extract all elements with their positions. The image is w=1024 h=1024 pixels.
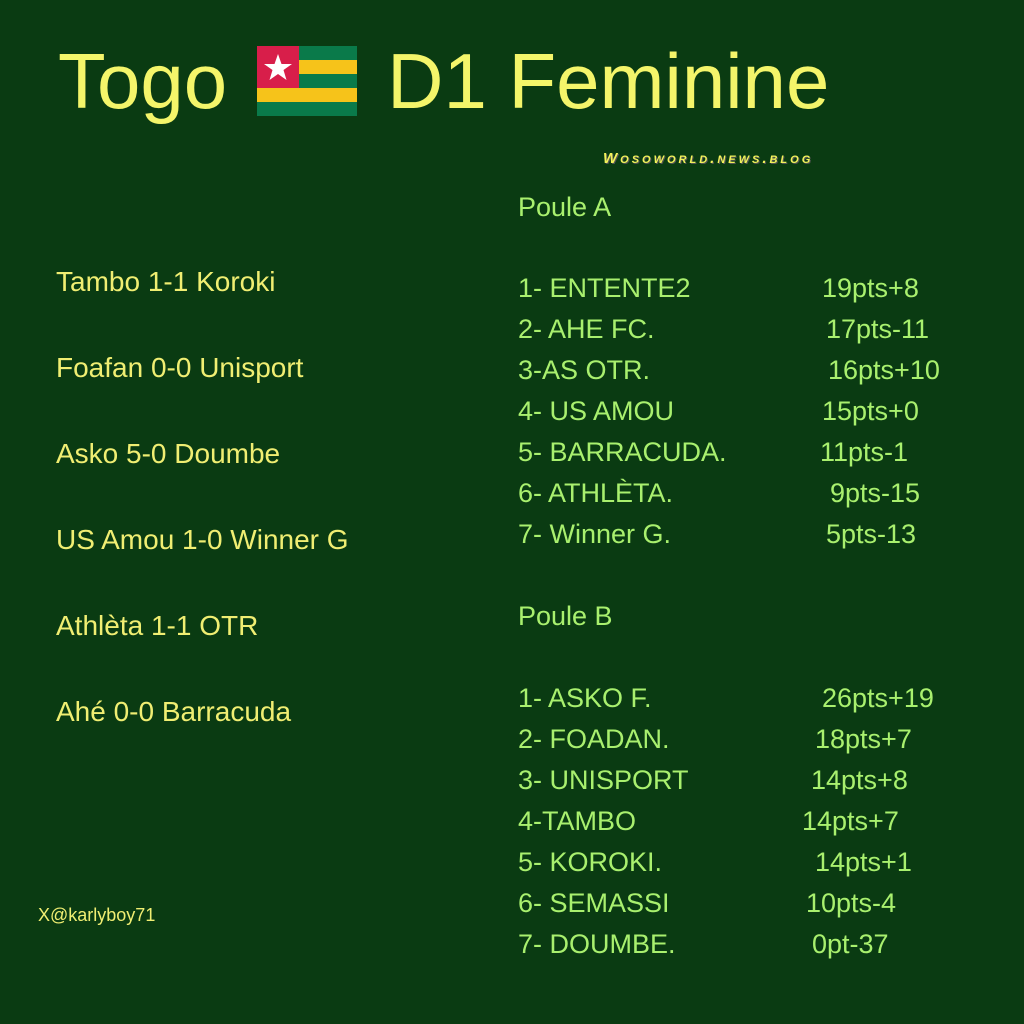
standing-points: 5pts-13 [826,519,917,549]
standing-team: 6- ATHLÈTA. [518,478,674,508]
standing-points: 16pts+10 [828,355,940,385]
standing-points: 26pts+19 [822,683,934,713]
standing-points: 14pts+7 [802,806,899,836]
match-result: Foafan 0-0 Unisport [56,352,304,383]
page-title: Togo D1 Feminine [58,42,829,120]
match-result: US Amou 1-0 Winner G [56,524,349,555]
standing-points: 14pts+1 [815,847,912,877]
standing-team: 3- UNISPORT [518,765,689,795]
author-handle: X@karlyboy71 [38,905,156,925]
standing-team: 2- FOADAN. [518,724,670,754]
standing-team: 5- BARRACUDA. [518,437,727,467]
watermark: Wosoworld.news.blog [603,150,814,167]
match-result: Athlèta 1-1 OTR [56,610,259,641]
standing-points: 18pts+7 [815,724,912,754]
standing-points: 0pt-37 [812,929,889,959]
standing-points: 11pts-1 [820,437,909,467]
standing-team: 4- US AMOU [518,396,675,426]
standing-points: 19pts+8 [822,273,919,303]
standing-team: 4-TAMBO [518,806,637,836]
pool-title: Poule B [518,601,613,631]
standing-points: 14pts+8 [811,765,908,795]
pool-title: Poule A [518,192,612,222]
togo-flag-icon [257,46,358,116]
title-left: Togo [58,37,228,125]
standing-points: 9pts-15 [830,478,921,508]
standing-team: 3-AS OTR. [518,355,651,385]
standing-team: 1- ENTENTE2 [518,273,691,303]
title-right: D1 Feminine [387,37,830,125]
match-result: Asko 5-0 Doumbe [56,438,281,469]
match-result: Tambo 1-1 Koroki [56,266,276,297]
standing-team: 7- DOUMBE. [518,929,676,959]
standing-points: 15pts+0 [822,396,919,426]
standing-team: 6- SEMASSI [518,888,670,918]
standing-team: 1- ASKO F. [518,683,652,713]
standing-team: 2- AHE FC. [518,314,655,344]
match-result: Ahé 0-0 Barracuda [56,696,292,727]
standing-points: 10pts-4 [806,888,897,918]
standing-team: 7- Winner G. [518,519,672,549]
standing-team: 5- KOROKI. [518,847,663,877]
standing-points: 17pts-11 [826,314,930,344]
